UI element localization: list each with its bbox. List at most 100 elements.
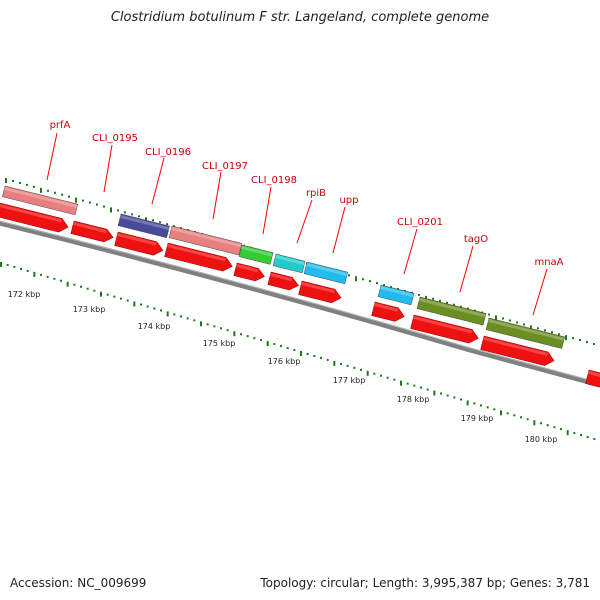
- inner-tick-mark: [160, 309, 162, 312]
- gene-label: tagO: [464, 234, 488, 245]
- inner-tick-mark: [373, 372, 376, 375]
- gene-label: CLI_0201: [397, 217, 443, 228]
- feature-track: [0, 185, 600, 388]
- inner-tick-mark: [60, 279, 62, 282]
- gene-label: rpiB: [306, 188, 326, 199]
- outer-tick-mark: [138, 215, 140, 218]
- outer-tick-mark: [26, 183, 28, 186]
- inner-tick-mark: [393, 378, 396, 381]
- inner-tick-mark: [186, 317, 189, 320]
- outer-tick-mark: [572, 337, 574, 340]
- inner-tick-mark: [46, 275, 49, 278]
- gene-label-connector: [212, 171, 222, 220]
- inner-tick-mark: [280, 345, 282, 348]
- gene-label-connector: [262, 186, 272, 235]
- inner-tick-mark: [580, 434, 582, 437]
- kbp-scale-label: 174 kbp: [138, 322, 171, 331]
- inner-tick-mark: [0, 262, 2, 267]
- outer-tick-mark: [586, 341, 588, 344]
- outer-tick-mark: [397, 288, 399, 291]
- inner-tick-mark: [533, 420, 536, 426]
- inner-tick-mark: [573, 432, 576, 435]
- outer-tick-mark: [82, 199, 84, 202]
- inner-tick-mark: [93, 289, 96, 292]
- inner-tick-mark: [406, 382, 409, 385]
- kbp-scale-label: 172 kbp: [8, 290, 41, 299]
- inner-tick-mark: [446, 394, 449, 397]
- inner-tick-mark: [420, 386, 422, 389]
- outer-tick-mark: [131, 213, 133, 216]
- genome-backbone: [0, 220, 600, 388]
- inner-tick-mark: [520, 416, 522, 419]
- outer-tick-mark: [439, 299, 441, 302]
- outer-tick-mark: [348, 274, 350, 277]
- outer-tick-mark: [355, 276, 357, 282]
- outer-tick-mark: [446, 301, 448, 304]
- outer-tick-mark: [495, 315, 497, 321]
- kbp-scale-label: 175 kbp: [203, 339, 236, 348]
- outer-tick-mark: [47, 189, 49, 192]
- inner-tick-mark: [86, 287, 89, 290]
- inner-tick-mark: [340, 362, 342, 365]
- inner-tick-mark: [300, 351, 302, 356]
- outer-tick-mark: [593, 343, 595, 346]
- inner-tick-mark: [333, 360, 336, 366]
- inner-tick-mark: [486, 406, 489, 409]
- cds-feature-arrow: [233, 262, 265, 282]
- outer-tick-mark: [516, 321, 518, 324]
- inner-tick-mark: [313, 354, 316, 357]
- gene-label: upp: [339, 195, 358, 206]
- inner-tick-mark: [220, 327, 222, 330]
- cds-feature-arrow: [267, 271, 299, 291]
- outer-tick-mark: [488, 313, 490, 316]
- inner-tick-mark: [493, 408, 496, 411]
- inner-tick-mark: [473, 402, 476, 405]
- genome-backbone-highlight: [0, 220, 600, 384]
- gene-label-connector: [103, 144, 113, 193]
- inner-tick-mark: [113, 295, 116, 298]
- outer-tick-mark: [551, 331, 553, 334]
- inner-tick-mark: [26, 269, 29, 272]
- outer-tick-mark: [383, 284, 385, 287]
- inner-tick-mark: [546, 424, 549, 427]
- inner-tick-mark: [260, 339, 262, 342]
- inner-tick-mark: [180, 315, 182, 318]
- kbp-scale-label: 179 kbp: [461, 414, 494, 423]
- inner-tick-mark: [213, 325, 216, 328]
- gene-label-connector: [459, 245, 474, 293]
- inner-tick-mark: [466, 400, 469, 406]
- outer-tick-mark: [12, 179, 14, 182]
- outer-tick-mark: [159, 221, 161, 224]
- inner-tick-mark: [226, 329, 229, 332]
- gene-label-connector: [403, 228, 418, 275]
- inner-tick-mark: [73, 283, 76, 286]
- outer-tick-mark: [152, 219, 154, 222]
- inner-tick-mark: [173, 313, 176, 316]
- inner-tick-mark: [200, 321, 202, 327]
- inner-tick-mark: [566, 430, 569, 436]
- outer-tick-mark: [68, 195, 70, 198]
- outer-tick-mark: [530, 325, 532, 331]
- inner-tick-mark: [526, 418, 529, 421]
- gene-label-connector: [532, 268, 548, 316]
- outer-tick-mark: [362, 278, 364, 281]
- inner-tick-mark: [33, 271, 36, 277]
- inner-tick-mark: [153, 307, 156, 310]
- inner-tick-mark: [286, 347, 289, 350]
- inner-tick-mark: [253, 337, 256, 340]
- inner-tick-mark: [40, 273, 42, 276]
- kbp-scale-label: 173 kbp: [73, 305, 106, 314]
- gene-label: CLI_0197: [202, 161, 248, 172]
- inner-tick-mark: [233, 331, 236, 337]
- inner-tick-mark: [480, 404, 482, 407]
- cds-feature-arrow: [0, 202, 69, 233]
- outer-tick-mark: [75, 197, 77, 203]
- cds-feature-arrow: [585, 369, 600, 388]
- gene-feature-block: [485, 317, 565, 349]
- outer-tick-mark: [369, 280, 371, 283]
- inner-tick-mark: [193, 319, 196, 322]
- inner-tick-track: [0, 262, 596, 441]
- inner-tick-mark: [586, 436, 589, 439]
